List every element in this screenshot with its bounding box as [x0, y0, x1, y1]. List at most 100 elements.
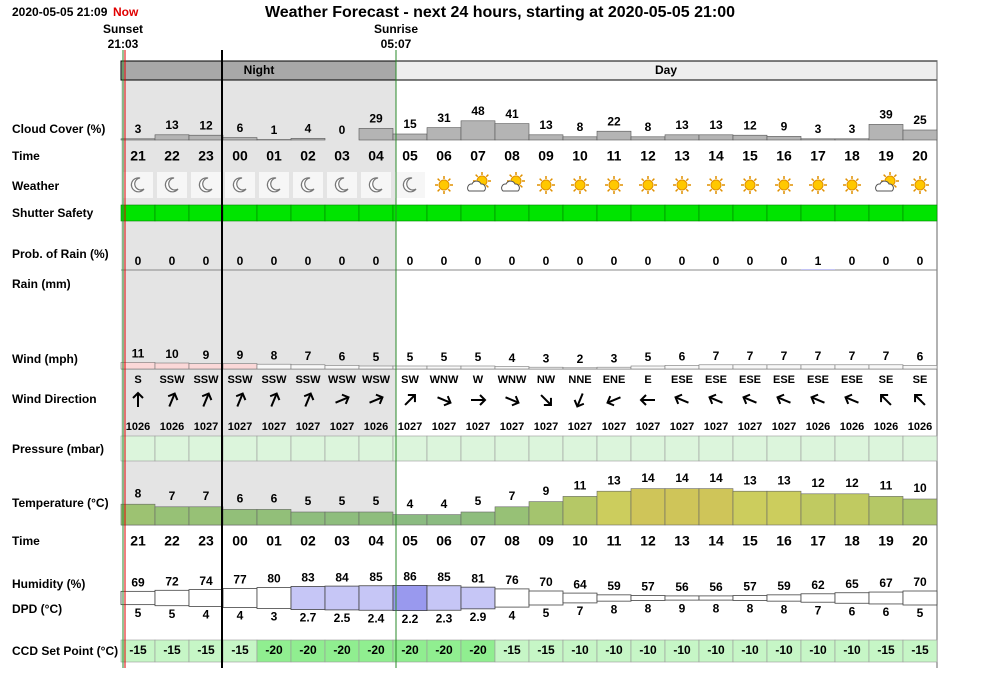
pressure-value: 1027: [228, 421, 252, 433]
cloud-bar: [664, 134, 700, 141]
temp-value: 11: [880, 479, 893, 493]
weather-icon: [157, 172, 187, 198]
shutter-cell: [188, 204, 224, 222]
hour: 19: [878, 148, 894, 164]
sun-ray: [607, 178, 611, 182]
cloud-value: 12: [743, 118, 757, 132]
ccd-value: -10: [639, 643, 657, 657]
humidity-value: 59: [777, 579, 791, 593]
arrow-head: [543, 397, 552, 406]
arrow-head: [375, 393, 384, 405]
wind-value: 3: [611, 351, 618, 365]
cloud-bar: [222, 137, 258, 141]
sun-ray: [549, 188, 553, 192]
humidity-value: 85: [437, 570, 451, 584]
rain-prob: 0: [577, 254, 584, 268]
temp-bar: [494, 506, 530, 526]
wind-arrow: [810, 393, 825, 405]
wind-arrow: [471, 394, 487, 406]
hour: 13: [674, 533, 690, 549]
weather-icon: [259, 172, 289, 198]
sun-ray: [485, 184, 489, 188]
sun-ray: [583, 178, 587, 182]
humidity-value: 65: [845, 577, 859, 591]
hour: 05: [402, 533, 418, 549]
cloud-value: 39: [879, 108, 893, 122]
sun-ray: [845, 178, 849, 182]
ccd-value: -15: [911, 643, 929, 657]
arrow-head: [201, 392, 213, 401]
pressure-cell: [290, 435, 326, 462]
humidity-value: 76: [505, 573, 519, 587]
humidity-value: 70: [539, 575, 553, 589]
humidity-bar: [358, 585, 394, 611]
arrow-shaft: [710, 396, 723, 404]
dpd-value: 2.5: [334, 611, 351, 625]
sun-ray: [821, 188, 825, 192]
dpd-value: 4: [237, 609, 244, 623]
shutter-cell: [222, 204, 258, 222]
row-label: Time: [12, 149, 40, 163]
wind-arrow: [303, 392, 315, 407]
pressure-value: 1026: [874, 421, 898, 433]
dpd-value: 2.9: [470, 610, 487, 624]
wind-dir: SSW: [295, 374, 321, 386]
wind-value: 5: [475, 350, 482, 364]
arrow-head: [742, 393, 751, 405]
sun-ray: [549, 178, 553, 182]
pressure-cell: [222, 435, 258, 462]
wind-bar: [120, 362, 156, 370]
sun-ray: [651, 178, 655, 182]
pressure-value: 1026: [160, 421, 184, 433]
humidity-value: 56: [675, 580, 689, 594]
moon: [334, 177, 349, 193]
wind-dir: W: [473, 374, 484, 386]
pressure-cell: [834, 435, 870, 462]
humidity-bar: [154, 589, 190, 607]
pressure-value: 1027: [262, 421, 286, 433]
ccd-value: -20: [469, 643, 487, 657]
humidity-value: 86: [403, 570, 417, 584]
weather-icon: [843, 176, 861, 194]
arrow-head: [269, 392, 281, 401]
weather-icon: [875, 172, 899, 192]
temp-bar: [902, 498, 938, 526]
humidity-value: 59: [607, 579, 621, 593]
row-label: Temperature (°C): [12, 496, 109, 510]
wind-value: 7: [713, 349, 720, 363]
wind-dir: SE: [879, 374, 894, 386]
shutter-cell: [358, 204, 394, 222]
wind-value: 7: [815, 349, 822, 363]
temp-value: 5: [475, 494, 482, 508]
wind-arrow: [505, 395, 520, 407]
arrow-head: [341, 393, 350, 405]
sun-ray: [509, 174, 513, 178]
wind-bar: [188, 363, 224, 370]
sun-ray: [485, 174, 489, 178]
temp-bar: [222, 509, 258, 526]
arrow-shaft: [304, 394, 312, 407]
icon-box: [293, 172, 323, 198]
wind-dir: NNE: [568, 374, 591, 386]
hour: 00: [232, 148, 248, 164]
hour: 23: [198, 148, 214, 164]
wind-value: 5: [441, 350, 448, 364]
arrow-shaft: [404, 395, 415, 406]
wind-dir: NW: [537, 374, 556, 386]
cloud-bar: [732, 134, 768, 141]
wind-dir: WNW: [430, 374, 459, 386]
humidity-bar: [528, 590, 564, 606]
temp-value: 5: [339, 494, 346, 508]
temp-value: 6: [237, 492, 244, 506]
ccd-value: -20: [367, 643, 385, 657]
shutter-cell: [596, 204, 632, 222]
hour: 23: [198, 533, 214, 549]
sun-ray: [883, 174, 887, 178]
cloud-value: 13: [675, 118, 689, 132]
arrow-head: [810, 393, 819, 405]
wind-arrow: [573, 393, 585, 408]
sun-ray: [573, 188, 577, 192]
weather-icon: [605, 176, 623, 194]
arrow-head: [303, 392, 315, 401]
humidity-bar: [494, 588, 530, 608]
